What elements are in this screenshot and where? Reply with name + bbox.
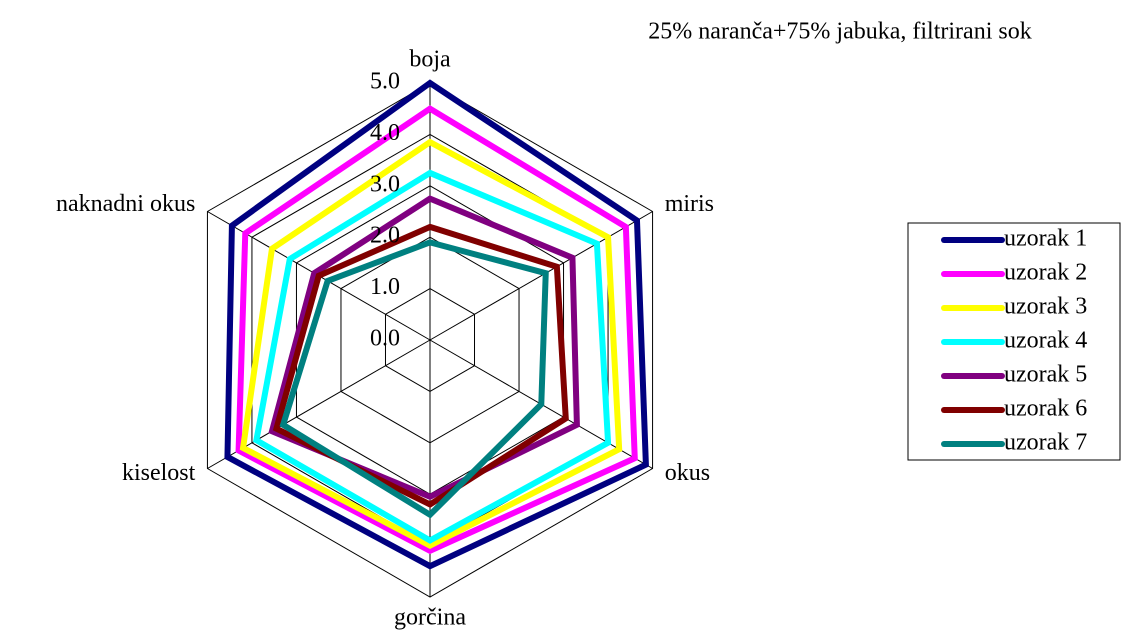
category-label: kiselost: [122, 460, 196, 486]
legend-label: uzorak 1: [1004, 226, 1087, 252]
legend-label: uzorak 6: [1004, 396, 1087, 422]
series-line: [239, 138, 623, 549]
spoke: [429, 211, 653, 341]
legend-label: uzorak 2: [1004, 260, 1087, 286]
category-label: okus: [665, 460, 710, 486]
legend-box: [907, 222, 1121, 461]
r-tick-label: 2.0: [370, 223, 400, 249]
category-label: gorčina: [394, 605, 466, 631]
series-line: [268, 195, 580, 501]
r-tick-label: 0.0: [370, 326, 400, 352]
series-line: [253, 169, 612, 544]
category-label: miris: [665, 191, 714, 217]
legend-label: uzorak 5: [1004, 362, 1087, 388]
series-line: [235, 105, 638, 555]
series-line: [279, 239, 549, 519]
series-line: [224, 79, 649, 570]
category-label: boja: [409, 47, 451, 73]
legend-label: uzorak 3: [1004, 294, 1087, 320]
category-label: naknadni okus: [56, 191, 195, 217]
r-tick-label: 5.0: [370, 69, 400, 95]
r-tick-label: 3.0: [370, 171, 400, 197]
series-line: [272, 223, 569, 508]
r-tick-label: 4.0: [370, 120, 400, 146]
r-tick-label: 1.0: [370, 274, 400, 300]
legend-label: uzorak 4: [1004, 328, 1087, 354]
chart-title: 25% naranča+75% jabuka, filtrirani sok: [648, 19, 1031, 45]
legend-label: uzorak 7: [1004, 430, 1087, 456]
